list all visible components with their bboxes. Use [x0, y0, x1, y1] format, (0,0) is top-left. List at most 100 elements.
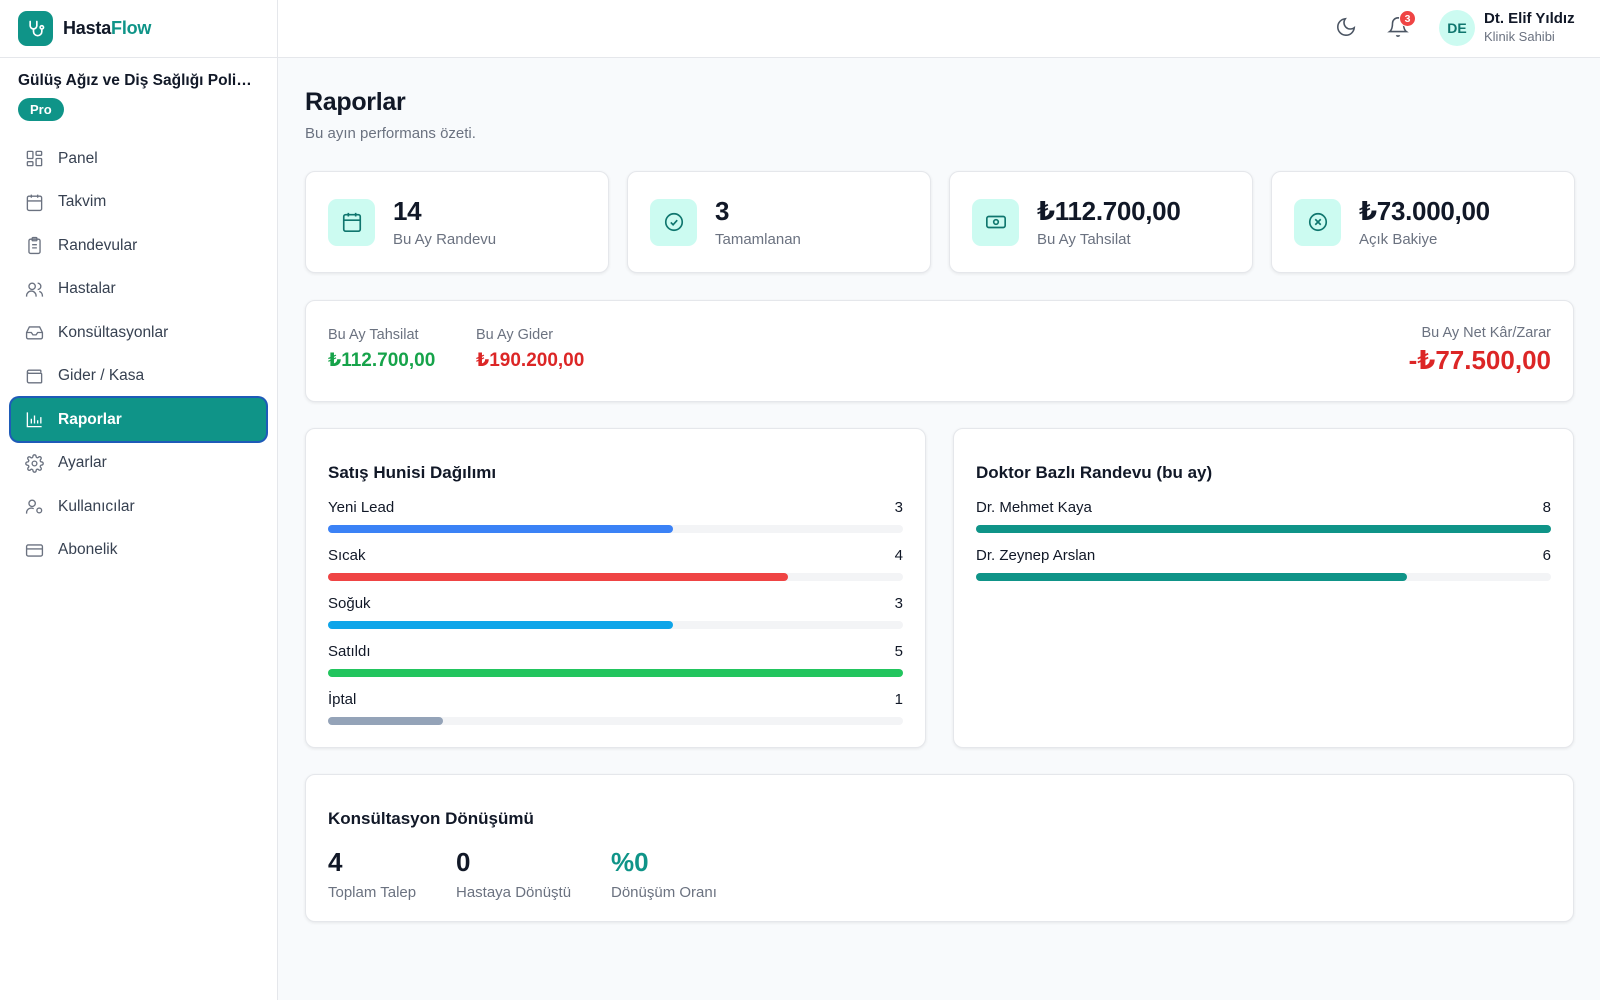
sidebar: HastaFlow Gülüş Ağız ve Diş Sağlığı Poli… [0, 0, 278, 1000]
card-title: Doktor Bazlı Randevu (bu ay) [976, 463, 1213, 482]
stat-card-appointments: 14 Bu Ay Randevu [305, 171, 609, 273]
stat-value: ₺112.700,00 [1037, 196, 1181, 226]
sales-funnel-card: Satış Hunisi Dağılımı Yeni Lead 3 Sıcak 4 … [305, 428, 926, 748]
stat-label: Tamamlanan [715, 231, 801, 248]
bar-label: Dr. Mehmet Kaya [976, 499, 1092, 516]
stat-card-completed: 3 Tamamlanan [627, 171, 931, 273]
bell-icon [1387, 17, 1409, 37]
sidebar-item-label: Konsültasyonlar [58, 323, 169, 341]
stat-label: Bu Ay Randevu [393, 231, 497, 248]
conv-value: 4 [328, 847, 343, 877]
funnel-row: Soğuk 3 [328, 595, 903, 635]
sidebar-item-takvim[interactable]: Takvim [11, 181, 266, 224]
conversion-rate: %0 Dönüşüm Oranı [611, 847, 717, 901]
bar-fill [328, 669, 903, 677]
bar-track [976, 525, 1551, 533]
brand-name: HastaFlow [63, 18, 152, 38]
net-label: Bu Ay Net Kâr/Zarar [1421, 325, 1551, 341]
sidebar-item-ayarlar[interactable]: Ayarlar [11, 442, 266, 485]
doctor-appointments-card: Doktor Bazlı Randevu (bu ay) Dr. Mehmet … [953, 428, 1574, 748]
sidebar-item-panel[interactable]: Panel [11, 137, 266, 180]
calendar-icon [26, 194, 43, 211]
bar-track [328, 525, 903, 533]
bar-value: 1 [894, 691, 903, 708]
expense-summary: Bu Ay Gider ₺190.200,00 [476, 327, 584, 372]
bar-value: 6 [1542, 547, 1551, 564]
stat-value: 14 [393, 196, 422, 226]
sidebar-item-gider-kasa[interactable]: Gider / Kasa [11, 355, 266, 398]
stat-card-collection: ₺112.700,00 Bu Ay Tahsilat [949, 171, 1253, 273]
net-value: -₺77.500,00 [1408, 345, 1551, 375]
bar-value: 8 [1542, 499, 1551, 516]
notifications-button[interactable]: 3 [1387, 10, 1416, 40]
sidebar-item-label: Takvim [58, 193, 107, 210]
sidebar-item-label: Raporlar [58, 410, 122, 428]
sidebar-item-hastalar[interactable]: Hastalar [11, 268, 266, 311]
sidebar-item-label: Ayarlar [58, 454, 107, 471]
bar-track [976, 573, 1551, 581]
doctor-row: Dr. Zeynep Arslan 6 [976, 547, 1551, 587]
wallet-icon [26, 368, 43, 384]
stat-value: 3 [715, 196, 730, 226]
x-circle-icon [1308, 212, 1327, 232]
funnel-row: Yeni Lead 3 [328, 499, 903, 539]
sidebar-item-label: Kullanıcılar [58, 497, 135, 515]
check-circle-icon [664, 212, 683, 232]
income-summary: Bu Ay Tahsilat ₺112.700,00 [328, 327, 435, 372]
brand[interactable]: HastaFlow [0, 0, 277, 58]
avatar[interactable]: DE [1439, 10, 1475, 46]
grid-icon [26, 150, 43, 167]
clipboard-icon [28, 236, 41, 255]
sidebar-item-raporlar[interactable]: Raporlar [11, 398, 266, 441]
calendar-icon [342, 212, 361, 232]
bar-label: Sıcak [328, 547, 366, 564]
sidebar-item-konsultasyonlar[interactable]: Konsültasyonlar [11, 311, 266, 354]
user-menu[interactable]: Dt. Elif Yıldız Klinik Sahibi [1484, 10, 1575, 44]
funnel-row: Satıldı 5 [328, 643, 903, 683]
credit-card-icon [25, 543, 44, 557]
sidebar-item-kullanicilar[interactable]: Kullanıcılar [11, 485, 266, 528]
conv-label: Toplam Talep [328, 884, 417, 901]
stat-label: Bu Ay Tahsilat [1037, 231, 1131, 248]
inbox-icon [25, 326, 44, 340]
banknote-icon [985, 215, 1006, 229]
consultation-conversion-card: Konsültasyon Dönüşümü 4 Toplam Talep 0 H… [305, 774, 1574, 922]
net-summary: Bu Ay Net Kâr/Zarar -₺77.500,00 [1409, 325, 1551, 376]
plan-badge: Pro [18, 98, 64, 121]
bar-value: 4 [894, 547, 903, 564]
expense-value: ₺190.200,00 [476, 350, 585, 371]
user-name: Dt. Elif Yıldız [1484, 10, 1575, 27]
sidebar-item-label: Gider / Kasa [58, 367, 145, 384]
funnel-row: Sıcak 4 [328, 547, 903, 587]
sidebar-item-randevular[interactable]: Randevular [11, 224, 266, 267]
sidebar-item-label: Abonelik [58, 541, 118, 558]
sidebar-item-label: Hastalar [58, 280, 116, 297]
topbar: 3 DE Dt. Elif Yıldız Klinik Sahibi [278, 0, 1600, 58]
clinic-name: Gülüş Ağız ve Diş Sağlığı Poliklinik [18, 72, 258, 89]
card-title: Konsültasyon Dönüşümü [328, 809, 534, 828]
stat-label: Açık Bakiye [1359, 231, 1438, 248]
bar-value: 3 [894, 595, 903, 612]
stethoscope-icon [18, 11, 53, 46]
main-content: Raporlar Bu ayın performans özeti. 14 Bu… [305, 58, 1575, 922]
users-icon [25, 281, 44, 297]
sidebar-item-label: Randevular [58, 236, 138, 254]
user-role: Klinik Sahibi [1484, 29, 1555, 44]
bar-fill [328, 717, 443, 725]
clinic-info: Gülüş Ağız ve Diş Sağlığı Poliklinik Pro [0, 58, 277, 131]
sidebar-nav: Panel Takvim Randevular Hastalar Konsült… [0, 131, 277, 578]
bar-label: Yeni Lead [328, 499, 395, 516]
bar-label: İptal [328, 691, 357, 708]
sidebar-item-abonelik[interactable]: Abonelik [11, 529, 266, 572]
bar-fill [328, 573, 788, 581]
conv-value: 0 [456, 847, 471, 877]
theme-toggle-button[interactable] [1335, 16, 1359, 40]
bar-label: Dr. Zeynep Arslan [976, 547, 1096, 564]
bar-fill [328, 525, 673, 533]
bar-value: 5 [894, 643, 903, 660]
bar-track [328, 669, 903, 677]
bar-label: Soğuk [328, 595, 371, 612]
finance-summary-card: Bu Ay Tahsilat ₺112.700,00 Bu Ay Gider ₺… [305, 300, 1574, 402]
bar-track [328, 717, 903, 725]
conv-label: Hastaya Dönüştü [456, 884, 572, 901]
